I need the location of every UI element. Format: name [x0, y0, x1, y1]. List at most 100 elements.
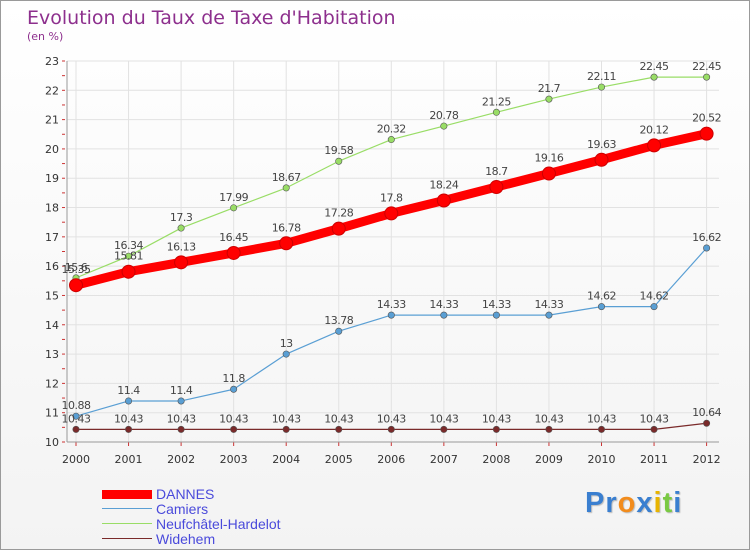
data-point-neufch-tel-hardelot — [597, 83, 605, 91]
x-tick-label: 2008 — [482, 453, 510, 466]
data-label: 20.78 — [429, 109, 458, 122]
x-tick-label: 2006 — [377, 453, 405, 466]
y-tick-label: 21 — [45, 114, 59, 127]
data-label: 17.8 — [380, 191, 403, 204]
data-point-dannes — [226, 245, 241, 260]
data-point-neufch-tel-hardelot — [177, 224, 185, 232]
legend-swatch — [102, 508, 152, 509]
data-point-camiers — [545, 311, 553, 319]
x-tick-label: 2003 — [220, 453, 248, 466]
data-label: 22.45 — [692, 60, 721, 73]
data-label: 15.81 — [114, 250, 143, 263]
data-label: 10.43 — [587, 412, 616, 425]
data-point-dannes — [541, 166, 556, 181]
data-label: 21.7 — [538, 82, 561, 95]
data-label: 22.11 — [587, 70, 616, 83]
x-tick-label: 2009 — [535, 453, 563, 466]
data-point-dannes — [594, 152, 609, 167]
y-tick-label: 19 — [45, 172, 59, 185]
logo-letter: o — [617, 487, 637, 519]
x-tick-label: 2011 — [640, 453, 668, 466]
data-point-neufch-tel-hardelot — [545, 95, 553, 103]
data-label: 19.16 — [534, 152, 563, 165]
data-point-widehem — [387, 425, 395, 433]
data-point-neufch-tel-hardelot — [703, 73, 711, 81]
legend-swatch — [102, 538, 152, 539]
data-point-camiers — [282, 350, 290, 358]
logo-letter: i — [653, 487, 663, 519]
logo-letter: t — [662, 487, 674, 519]
data-point-dannes — [384, 206, 399, 221]
data-label: 10.43 — [167, 412, 196, 425]
data-point-widehem — [72, 425, 80, 433]
data-label: 13 — [280, 337, 293, 350]
x-tick-label: 2004 — [272, 453, 300, 466]
data-label: 16.34 — [114, 239, 143, 252]
data-point-widehem — [703, 419, 711, 427]
data-label: 14.33 — [534, 298, 563, 311]
data-label: 10.43 — [429, 412, 458, 425]
data-point-neufch-tel-hardelot — [492, 108, 500, 116]
data-point-neufch-tel-hardelot — [125, 252, 133, 260]
data-point-widehem — [177, 425, 185, 433]
x-tick-label: 2010 — [588, 453, 616, 466]
x-tick-label: 2012 — [693, 453, 721, 466]
data-point-dannes — [489, 180, 504, 195]
y-tick-label: 13 — [45, 348, 59, 361]
data-label: 14.33 — [377, 298, 406, 311]
legend-swatch — [102, 523, 152, 524]
data-label: 19.58 — [324, 144, 353, 157]
data-label: 10.43 — [534, 412, 563, 425]
data-label: 10.43 — [219, 412, 248, 425]
legend-label: Neufchâtel-Hardelot — [156, 516, 281, 532]
data-label: 19.63 — [587, 138, 616, 151]
legend-swatch — [102, 490, 152, 499]
data-point-widehem — [650, 425, 658, 433]
data-point-camiers — [387, 311, 395, 319]
data-label: 14.33 — [482, 298, 511, 311]
data-label: 14.62 — [640, 290, 669, 303]
data-point-neufch-tel-hardelot — [335, 157, 343, 165]
data-label: 13.78 — [324, 314, 353, 327]
y-tick-label: 18 — [45, 202, 59, 215]
y-tick-label: 16 — [45, 260, 59, 273]
data-label: 16.62 — [692, 231, 721, 244]
y-tick-label: 10 — [45, 436, 59, 449]
chart-title: Evolution du Taux de Taxe d'Habitation — [27, 7, 396, 29]
data-label: 10.43 — [640, 412, 669, 425]
logo-letter: i — [673, 487, 683, 519]
data-point-camiers — [703, 244, 711, 252]
data-point-widehem — [125, 425, 133, 433]
y-tick-label: 12 — [45, 377, 59, 390]
data-label: 10.64 — [692, 406, 721, 419]
logo-letter: P — [585, 487, 606, 519]
data-label: 11.4 — [117, 384, 140, 397]
data-point-dannes — [279, 236, 294, 251]
data-point-widehem — [545, 425, 553, 433]
data-point-camiers — [650, 303, 658, 311]
data-point-camiers — [492, 311, 500, 319]
data-label: 10.43 — [114, 412, 143, 425]
legend-label: Widehem — [156, 531, 216, 547]
data-point-dannes — [647, 138, 662, 153]
legend-label: DANNES — [156, 486, 215, 502]
data-label: 15.35 — [62, 263, 91, 276]
data-label: 16.78 — [272, 221, 301, 234]
data-point-dannes — [174, 255, 189, 270]
data-point-dannes — [331, 221, 346, 236]
y-tick-label: 23 — [45, 55, 59, 68]
data-label: 16.13 — [167, 240, 196, 253]
logo-letter: x — [636, 487, 654, 519]
data-point-widehem — [492, 425, 500, 433]
data-label: 20.12 — [640, 123, 669, 136]
data-point-neufch-tel-hardelot — [387, 136, 395, 144]
data-point-widehem — [335, 425, 343, 433]
data-label: 17.3 — [170, 211, 193, 224]
data-point-camiers — [177, 397, 185, 405]
data-point-neufch-tel-hardelot — [282, 184, 290, 192]
data-label: 10.43 — [324, 412, 353, 425]
x-tick-label: 2002 — [167, 453, 195, 466]
data-point-neufch-tel-hardelot — [650, 73, 658, 81]
